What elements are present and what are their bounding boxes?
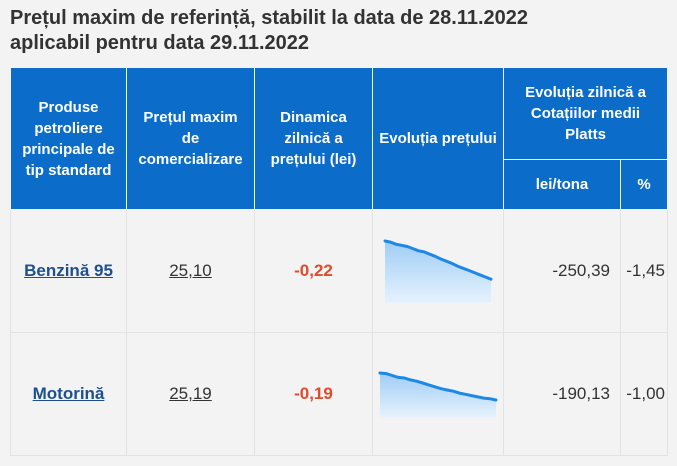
title-line-1: Prețul maxim de referință, stabilit la d…: [10, 7, 529, 29]
max-price-cell: 25,10: [126, 209, 255, 333]
page-title: Prețul maxim de referință, stabilit la d…: [10, 6, 670, 56]
daily-dynamics-value: -0,22: [294, 261, 333, 280]
platts-percent-cell: -1,45: [619, 209, 669, 333]
max-price-cell: 25,19: [126, 332, 255, 456]
header-max-price: Prețul maxim de comercializare: [126, 67, 255, 210]
product-cell: Benzină 95: [10, 209, 127, 333]
daily-dynamics-cell: -0,22: [254, 209, 373, 333]
max-price-link[interactable]: 25,10: [169, 261, 212, 280]
platts-lei-tona-value: -250,39: [552, 261, 610, 280]
platts-percent-cell: -1,00: [619, 332, 669, 456]
platts-lei-tona-value: -190,13: [552, 384, 610, 403]
price-sparkline: [383, 239, 493, 303]
product-link-motorina[interactable]: Motorină: [32, 384, 105, 403]
table-row: Motorină 25,19 -0,19 -190,13 -1,00: [10, 332, 669, 456]
price-sparkline: [378, 371, 498, 417]
product-link-benzina-95[interactable]: Benzină 95: [24, 261, 113, 280]
title-line-2: aplicabil pentru data 29.11.2022: [10, 32, 310, 54]
table-row: Benzină 95 25,10 -0,22 -250,39 -1,45: [10, 209, 669, 333]
platts-lei-tona-cell: -250,39: [503, 209, 621, 333]
sparkline-area: [385, 241, 491, 303]
header-daily-dynamics: Dinamica zilnică a prețului (lei): [254, 67, 373, 210]
price-table: Produse petroliere principale de tip sta…: [10, 67, 669, 456]
header-platts-evolution: Evoluția zilnică a Cotațiilor medii Plat…: [502, 67, 669, 160]
platts-lei-tona-cell: -190,13: [503, 332, 621, 456]
header-price-evolution: Evoluția prețului: [372, 67, 504, 210]
product-cell: Motorină: [10, 332, 127, 456]
price-evolution-cell: [372, 332, 504, 456]
sparkline-area: [380, 373, 496, 417]
header-lei-tona: lei/tona: [503, 159, 621, 210]
max-price-link[interactable]: 25,19: [169, 384, 212, 403]
price-evolution-cell: [372, 209, 504, 333]
daily-dynamics-cell: -0,19: [254, 332, 373, 456]
sparkline-line: [378, 371, 498, 402]
platts-percent-value: -1,00: [626, 384, 666, 403]
sparkline-line: [383, 239, 493, 281]
platts-percent-value: -1,45: [626, 261, 666, 280]
header-percent: %: [619, 159, 669, 210]
header-product: Produse petroliere principale de tip sta…: [10, 67, 127, 210]
daily-dynamics-value: -0,19: [294, 384, 333, 403]
